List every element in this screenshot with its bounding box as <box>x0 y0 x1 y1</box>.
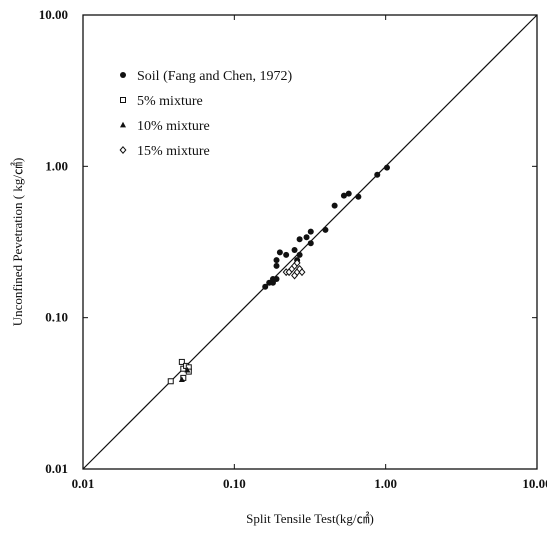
data-point-series-3 <box>298 268 306 277</box>
data-point-series-0 <box>383 164 390 171</box>
data-point-series-0 <box>291 246 298 253</box>
legend-label-1: 5% mixture <box>137 94 203 109</box>
y-axis-title: Unconfined Pevetration ( kg/㎠) <box>10 158 25 327</box>
legend: Soil (Fang and Chen, 1972) 5% mixture 10% … <box>119 69 292 159</box>
x-tick-label: 0.10 <box>223 476 246 491</box>
data-point-series-0 <box>276 249 283 256</box>
data-point-series-3 <box>293 258 301 267</box>
y-tick-label: 0.10 <box>45 310 68 325</box>
legend-label-2: 10% mixture <box>137 119 210 134</box>
data-point-series-0 <box>273 262 280 269</box>
legend-label-3: 15% mixture <box>137 144 210 159</box>
data-point-series-1 <box>167 378 174 385</box>
x-tick-label: 1.00 <box>374 476 397 491</box>
axis-ticks-group: 0.01 0.10 1.00 10.00 0.01 0.10 1.00 10.00 <box>39 7 547 491</box>
plot-frame <box>82 14 538 470</box>
data-point-series-0 <box>283 251 290 258</box>
data-point-series-0 <box>296 236 303 243</box>
data-point-series-0 <box>307 228 314 235</box>
data-point-series-0 <box>307 240 314 247</box>
data-points-group <box>167 164 390 385</box>
data-point-series-2 <box>184 366 191 373</box>
data-point-series-2 <box>178 376 185 382</box>
data-point-series-0 <box>374 171 381 178</box>
data-point-series-0 <box>262 283 269 290</box>
data-point-series-0 <box>303 234 310 241</box>
data-point-series-0 <box>355 193 362 200</box>
y-tick-label: 10.00 <box>39 7 68 22</box>
legend-label-0: Soil (Fang and Chen, 1972) <box>137 69 292 84</box>
legend-marker-3 <box>119 146 127 154</box>
y-tick-label: 1.00 <box>45 158 68 173</box>
data-point-series-0 <box>273 276 280 283</box>
y-tick-label: 0.01 <box>45 461 68 476</box>
data-point-series-0 <box>345 190 352 197</box>
data-point-series-0 <box>273 257 280 264</box>
x-tick-label: 0.01 <box>72 476 95 491</box>
legend-marker-0 <box>120 72 126 78</box>
data-point-series-0 <box>340 192 347 199</box>
x-tick-label: 10.00 <box>522 476 547 491</box>
data-point-series-0 <box>322 226 329 233</box>
data-point-series-0 <box>296 251 303 258</box>
data-point-series-0 <box>331 202 338 209</box>
x-axis-title: Split Tensile Test(kg/㎠) <box>246 511 374 526</box>
legend-marker-2 <box>120 121 126 128</box>
data-point-series-1 <box>178 358 185 365</box>
legend-marker-1 <box>120 97 126 103</box>
